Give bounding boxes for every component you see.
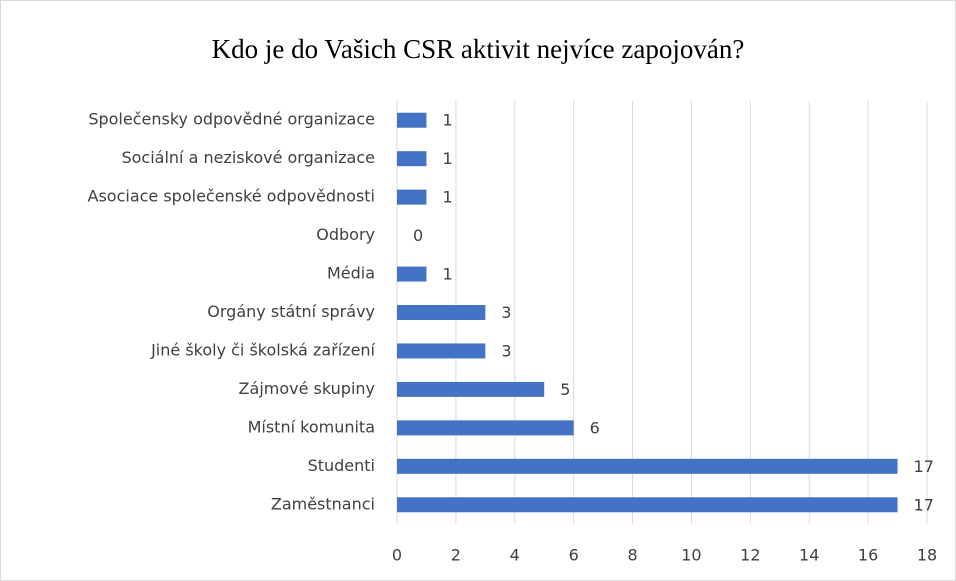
x-tick-label: 0 <box>392 546 402 565</box>
x-tick-label: 10 <box>681 546 701 565</box>
value-label: 1 <box>442 188 452 207</box>
x-tick-label: 14 <box>799 546 819 565</box>
y-tick-label: Asociace společenské odpovědnosti <box>88 187 376 206</box>
y-tick-label: Zájmové skupiny <box>239 379 375 398</box>
value-label: 1 <box>442 149 452 168</box>
value-label: 6 <box>590 418 600 437</box>
y-tick-label: Studenti <box>308 456 375 475</box>
value-label: 1 <box>442 265 452 284</box>
bar <box>397 420 574 436</box>
bar <box>397 112 427 128</box>
value-label: 3 <box>501 341 511 360</box>
value-label: 1 <box>442 111 452 130</box>
y-tick-label: Jiné školy či školská zařízení <box>150 340 375 359</box>
y-tick-label: Zaměstnanci <box>271 494 375 513</box>
bar <box>397 305 486 320</box>
y-tick-label: Sociální a neziskové organizace <box>121 148 375 167</box>
y-tick-label: Odbory <box>316 225 375 244</box>
y-tick-label: Média <box>327 264 375 283</box>
bar <box>397 266 427 282</box>
x-tick-label: 12 <box>740 546 760 565</box>
chart-title: Kdo je do Vašich CSR aktivit nejvíce zap… <box>212 34 745 64</box>
value-label: 17 <box>914 495 934 514</box>
x-tick-label: 16 <box>858 546 878 565</box>
value-label: 17 <box>914 457 934 476</box>
bar <box>397 497 898 513</box>
x-tick-label: 6 <box>569 546 579 565</box>
value-label: 5 <box>560 380 570 399</box>
y-tick-label: Společensky odpovědné organizace <box>88 110 375 129</box>
bar <box>397 343 486 359</box>
bar <box>397 381 545 397</box>
bar <box>397 189 427 205</box>
value-label: 3 <box>501 303 511 322</box>
bar <box>397 458 898 474</box>
x-tick-label: 4 <box>510 546 520 565</box>
x-tick-label: 18 <box>917 546 937 565</box>
x-tick-label: 2 <box>451 546 461 565</box>
y-tick-label: Místní komunita <box>248 417 375 436</box>
value-label: 0 <box>413 226 423 245</box>
bar <box>397 151 427 167</box>
x-tick-label: 8 <box>627 546 637 565</box>
y-tick-label: Orgány státní správy <box>207 302 375 321</box>
